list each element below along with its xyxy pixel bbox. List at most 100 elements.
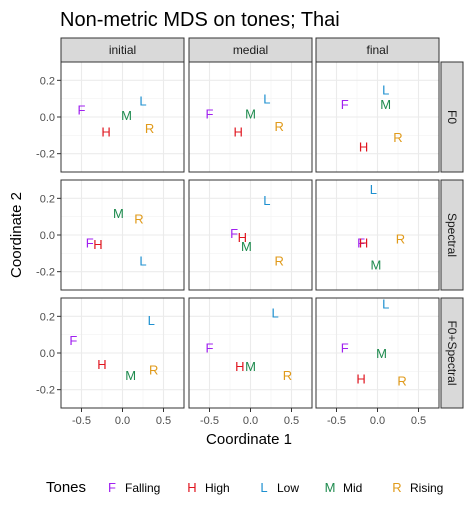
- x-tick-label: 0.0: [370, 415, 385, 427]
- panel-border: [315, 61, 440, 173]
- legend-label-falling: Falling: [125, 481, 160, 495]
- strip-label-f0: F0: [445, 110, 459, 124]
- facet-panels: initial medial final F0 Spectral F0+Spectral F…: [60, 37, 464, 409]
- point-high: H: [97, 357, 106, 372]
- point-high: H: [235, 359, 244, 374]
- point-low: L: [271, 306, 278, 321]
- x-tick-label: -0.5: [72, 415, 91, 427]
- point-rising: R: [396, 232, 405, 247]
- point-high: H: [359, 139, 368, 154]
- strip-f0: [440, 61, 464, 173]
- x-tick-label: 0.5: [156, 415, 171, 427]
- y-tick-label: 0.0: [40, 112, 55, 124]
- point-rising: R: [145, 121, 154, 136]
- point-falling: F: [357, 235, 365, 250]
- legend-key-falling: F: [108, 480, 116, 495]
- point-high: H: [359, 235, 368, 250]
- point-low: L: [382, 297, 389, 312]
- strip-label-spectral: Spectral: [445, 213, 459, 257]
- y-tick-label: -0.2: [36, 149, 55, 161]
- strip-medial: [188, 37, 313, 63]
- panel-f0-initial: FH LMR: [60, 61, 185, 173]
- strip-initial: [60, 37, 185, 63]
- panel-f0-spectral-final: F H L MR: [315, 297, 440, 409]
- point-high: H: [101, 125, 110, 140]
- point-falling: F: [69, 333, 77, 348]
- point-falling: F: [78, 103, 86, 118]
- legend: Tones F Falling H High L Low M Mid R Rising: [46, 479, 443, 496]
- panel-spectral-medial: F H L M R: [188, 179, 313, 291]
- point-rising: R: [134, 212, 143, 227]
- point-low: L: [382, 83, 389, 98]
- y-tick-label: 0.2: [40, 193, 55, 205]
- point-rising: R: [275, 119, 284, 134]
- y-tick-label: 0.0: [40, 348, 55, 360]
- point-high: H: [356, 372, 365, 387]
- strip-spectral: [440, 179, 464, 291]
- point-low: L: [263, 92, 270, 107]
- y-axis-title: Coordinate 2: [8, 192, 25, 278]
- point-low: L: [263, 193, 270, 208]
- point-rising: R: [393, 130, 402, 145]
- y-tick-label: -0.2: [36, 267, 55, 279]
- point-rising: R: [149, 363, 158, 378]
- point-mid: M: [376, 346, 387, 361]
- panel-f0-medial: F H LM R: [188, 61, 313, 173]
- chart-title: Non-metric MDS on tones; Thai: [60, 9, 340, 31]
- legend-label-low: Low: [277, 481, 299, 495]
- legend-label-mid: Mid: [343, 481, 362, 495]
- legend-label-high: High: [205, 481, 230, 495]
- point-mid: M: [370, 257, 381, 272]
- strip-label-final: final: [366, 43, 388, 57]
- panel-f0-spectral-medial: F H L M R: [188, 297, 313, 409]
- point-falling: F: [341, 341, 349, 356]
- y-tick-label: 0.0: [40, 230, 55, 242]
- x-tick-label: 0.0: [243, 415, 258, 427]
- point-mid: M: [121, 108, 132, 123]
- x-tick-label: 0.0: [115, 415, 130, 427]
- y-tick-label: 0.2: [40, 311, 55, 323]
- point-falling: F: [206, 106, 214, 121]
- x-axis-title: Coordinate 1: [206, 431, 292, 448]
- point-high: H: [238, 230, 247, 245]
- legend-title: Tones: [46, 479, 86, 496]
- point-mid: M: [380, 97, 391, 112]
- point-mid: M: [125, 368, 136, 383]
- panel-f0-final: F H LM R: [315, 61, 440, 173]
- x-tick-label: 0.5: [411, 415, 426, 427]
- point-falling: F: [341, 97, 349, 112]
- point-high: H: [234, 125, 243, 140]
- point-low: L: [139, 254, 146, 269]
- panel-border: [188, 179, 313, 291]
- legend-key-low: L: [260, 480, 267, 495]
- y-tick-label: -0.2: [36, 385, 55, 397]
- point-falling: F: [230, 226, 238, 241]
- panel-border: [188, 61, 313, 173]
- panel-border: [315, 179, 440, 291]
- point-low: L: [148, 313, 155, 328]
- y-tick-label: 0.2: [40, 75, 55, 87]
- point-low: L: [370, 182, 377, 197]
- legend-label-rising: Rising: [410, 481, 443, 495]
- point-rising: R: [275, 254, 284, 269]
- x-tick-label: -0.5: [327, 415, 346, 427]
- panel-spectral-final: FH L MR: [315, 179, 440, 291]
- x-tick-label: -0.5: [200, 415, 219, 427]
- strip-label-f0-spectral: F0+Spectral: [445, 320, 459, 385]
- panel-spectral-initial: F H L M R: [60, 179, 185, 291]
- point-rising: R: [283, 368, 292, 383]
- axes: -0.2 0.0 0.2 -0.2 0.0 0.2 -0.2 0.0 0.2 -0.5 0.0 0.5…: [36, 75, 426, 427]
- strip-label-medial: medial: [233, 43, 268, 57]
- legend-key-high: H: [187, 480, 196, 495]
- legend-key-rising: R: [392, 480, 401, 495]
- point-mid: M: [113, 206, 124, 221]
- point-falling: F: [206, 341, 214, 356]
- point-mid: M: [245, 359, 256, 374]
- point-low: L: [139, 94, 146, 109]
- point-mid: M: [241, 239, 252, 254]
- panel-f0-spectral-initial: F H L M R: [60, 297, 185, 409]
- legend-key-mid: M: [325, 480, 336, 495]
- point-high: H: [93, 237, 102, 252]
- x-tick-label: 0.5: [284, 415, 299, 427]
